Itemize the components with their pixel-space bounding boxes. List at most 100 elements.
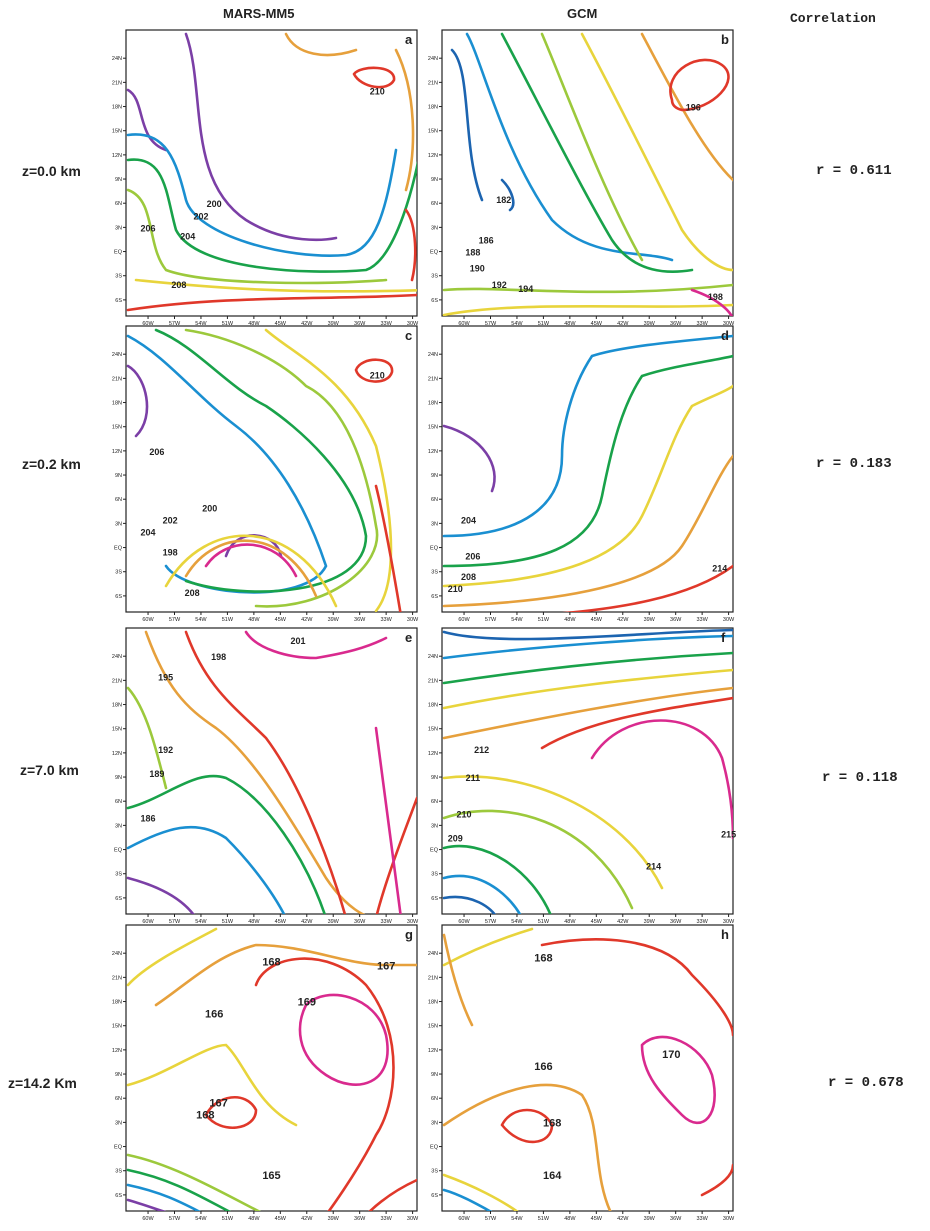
contour-label: 198 <box>163 548 178 558</box>
lat-tick-label: 3S <box>115 570 122 576</box>
contour-label: 196 <box>686 103 701 113</box>
lon-tick-label: 60W <box>458 1216 470 1222</box>
lat-tick-label: 24N <box>428 951 438 957</box>
contour-line <box>404 208 417 282</box>
lat-tick-label: 6S <box>115 896 122 902</box>
contour-line <box>394 48 415 192</box>
lat-tick-label: 6N <box>115 201 122 207</box>
contour-label: 168 <box>534 952 552 964</box>
lat-tick-label: 9N <box>115 177 122 183</box>
lon-tick-label: 33W <box>380 617 392 623</box>
lon-tick-label: 48W <box>564 617 576 623</box>
lat-tick-label: 21N <box>112 975 122 981</box>
lat-tick-label: 21N <box>428 678 438 684</box>
plot-frame <box>441 325 734 613</box>
lat-tick-label: 21N <box>112 376 122 382</box>
lon-tick-label: 33W <box>380 919 392 925</box>
lon-tick-label: 33W <box>696 919 708 925</box>
lon-tick-label: 60W <box>142 1216 154 1222</box>
lon-tick-label: 42W <box>301 1216 313 1222</box>
contour-line <box>500 1108 554 1144</box>
contour-line <box>640 32 733 182</box>
lon-tick-label: 45W <box>275 321 287 327</box>
contour-line <box>669 58 730 112</box>
lon-tick-label: 39W <box>328 919 340 925</box>
contour-line <box>126 158 417 273</box>
panel-letter: b <box>721 32 729 47</box>
lat-tick-label: 15N <box>428 425 438 431</box>
contour-line <box>442 334 733 538</box>
lon-tick-label: 36W <box>670 919 682 925</box>
panel-a: 24N 21N 18N 15N 12N 9N 6N 3N EQ 3S 6S 60W 57W 54W 51W 4… <box>112 29 419 327</box>
lon-tick-label: 33W <box>380 1216 392 1222</box>
contour-label: 206 <box>465 552 480 562</box>
lon-tick-label: 30W <box>407 919 419 925</box>
contour-label: 188 <box>465 248 480 258</box>
lat-tick-label: 3N <box>115 823 122 829</box>
contour-line <box>442 354 733 568</box>
lon-tick-label: 42W <box>301 321 313 327</box>
panel-letter: d <box>721 328 729 343</box>
contour-line <box>126 774 326 914</box>
panel-letter: h <box>721 927 729 942</box>
lon-tick-label: 54W <box>195 617 207 623</box>
lon-tick-label: 42W <box>617 919 629 925</box>
correlation-row2: r = 0.183 <box>816 456 892 472</box>
panel-letter: c <box>405 328 412 343</box>
lon-tick-label: 51W <box>538 321 550 327</box>
lon-tick-label: 33W <box>696 1216 708 1222</box>
contour-label: 210 <box>370 370 385 380</box>
lat-tick-label: 24N <box>428 56 438 62</box>
contour-line <box>184 539 318 598</box>
plot-frame <box>125 325 418 613</box>
lon-tick-label: 57W <box>485 321 497 327</box>
lon-tick-label: 51W <box>538 617 550 623</box>
lon-tick-label: 45W <box>591 617 603 623</box>
contour-line <box>540 32 644 262</box>
panel-letter: f <box>721 630 726 645</box>
contour-label: 204 <box>461 515 476 525</box>
contour-label: 168 <box>543 1117 561 1129</box>
lat-tick-label: 18N <box>112 703 122 709</box>
panel-c: 24N 21N 18N 15N 12N 9N 6N 3N EQ 3S 6S 60W 57W 54W 51W 4… <box>112 325 419 623</box>
contour-line <box>442 283 733 294</box>
lon-tick-label: 54W <box>511 321 523 327</box>
contour-label: 206 <box>149 447 164 457</box>
contour-line <box>184 630 347 914</box>
lon-tick-label: 54W <box>511 1216 523 1222</box>
panel-e: 24N 21N 18N 15N 12N 9N 6N 3N EQ 3S 6S 60W 57W 54W 51W 4… <box>112 627 419 925</box>
contour-label: 166 <box>534 1061 552 1073</box>
contour-label: 170 <box>662 1049 680 1061</box>
lat-tick-label: 24N <box>112 654 122 660</box>
contour-label: 167 <box>377 960 395 972</box>
contour-label: 214 <box>712 564 727 574</box>
header-mars-mm5: MARS-MM5 <box>223 6 295 21</box>
lat-tick-label: 18N <box>428 703 438 709</box>
contour-line <box>561 564 733 612</box>
contour-label: 208 <box>171 280 186 290</box>
header-gcm: GCM <box>567 6 598 21</box>
contour-line <box>500 32 694 273</box>
lon-tick-label: 30W <box>723 321 735 327</box>
lat-tick-label: 12N <box>112 153 122 159</box>
lat-tick-label: 18N <box>428 1000 438 1006</box>
contour-line <box>442 809 634 910</box>
lon-tick-label: 45W <box>275 617 287 623</box>
lon-tick-label: 30W <box>407 1216 419 1222</box>
lat-tick-label: 6S <box>431 896 438 902</box>
plot-frame <box>441 924 734 1212</box>
lat-tick-label: 21N <box>428 376 438 382</box>
contour-line <box>368 1178 417 1211</box>
panel-letter: e <box>405 630 412 645</box>
contour-line <box>244 630 388 660</box>
contour-line <box>700 1163 733 1197</box>
lat-tick-label: 15N <box>112 727 122 733</box>
contour-line <box>264 328 393 612</box>
contour-label: 209 <box>448 833 463 843</box>
lat-tick-label: EQ <box>430 546 439 552</box>
contour-line <box>442 895 497 914</box>
contour-label: 215 <box>721 829 736 839</box>
lat-tick-label: 18N <box>428 401 438 407</box>
contour-line <box>442 424 496 493</box>
contour-line <box>442 686 733 740</box>
